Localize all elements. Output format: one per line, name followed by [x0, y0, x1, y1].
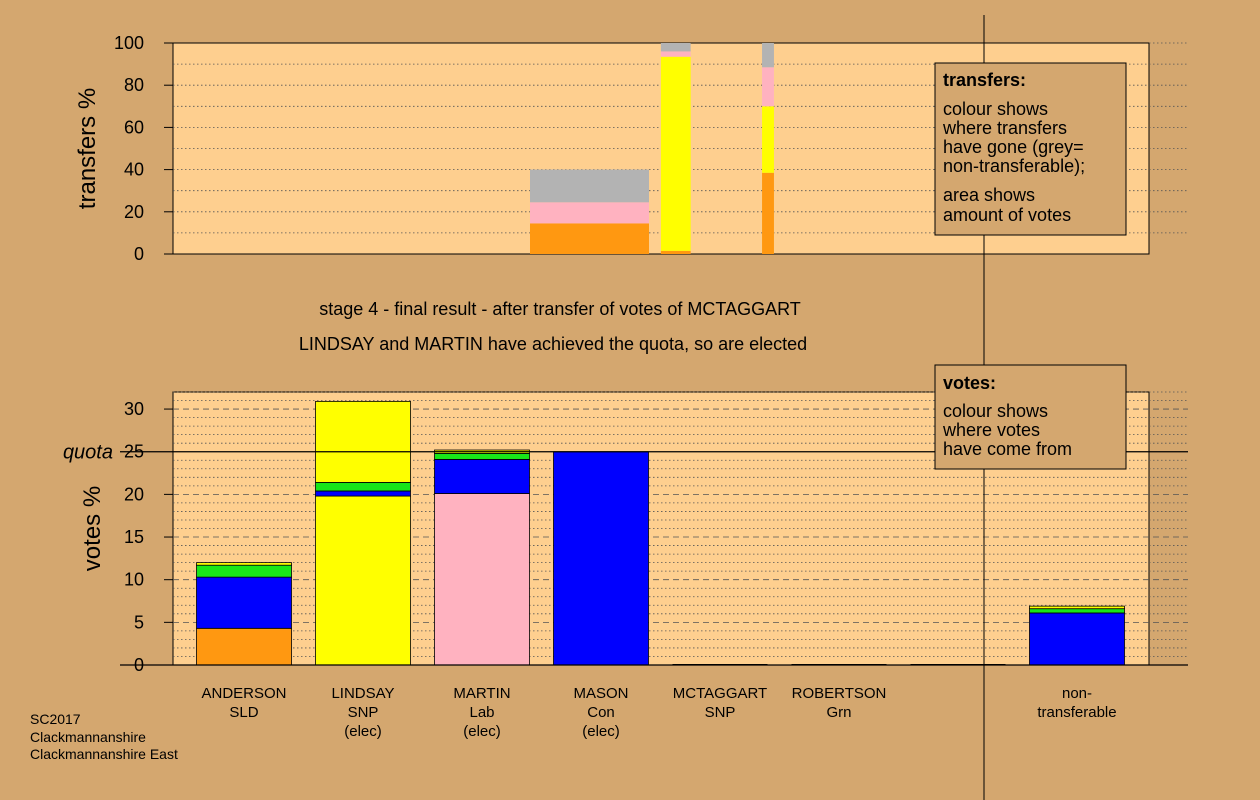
votes-bar-segment: [315, 490, 411, 497]
candidate-name-label: ROBERTSON: [792, 685, 887, 702]
votes-bar-segment: [196, 576, 292, 629]
transfers-legend: transfers: colour shows where transfers …: [934, 62, 1127, 236]
candidate-name-label: MASON: [573, 685, 628, 702]
transfers-legend-line: non-transferable);: [943, 156, 1085, 176]
footer: SC2017 Clackmannanshire Clackmannanshire…: [30, 711, 178, 762]
votes-y-tick-label: 20: [124, 484, 144, 504]
votes-legend-box: [934, 364, 1127, 470]
candidate-name-label: MARTIN: [453, 685, 510, 702]
votes-y-tick-label: 30: [124, 399, 144, 419]
candidate-name-label: MCTAGGART: [673, 685, 767, 702]
votes-bar-segment: [315, 482, 411, 492]
candidate-party-label: Grn: [826, 704, 851, 721]
transfers-bar-segment: [660, 51, 691, 57]
transfers-legend-box: [934, 62, 1127, 236]
votes-legend: votes: colour shows where votes have com…: [934, 364, 1127, 470]
transfers-legend-line: area shows: [943, 185, 1035, 205]
transfers-bar-segment: [762, 43, 774, 68]
votes-bar-segment: [315, 400, 411, 483]
votes-legend-line: have come from: [943, 439, 1072, 459]
transfers-y-tick-label: 100: [114, 33, 144, 53]
votes-bar-segment: [434, 493, 530, 666]
transfers-bar-segment: [530, 169, 649, 203]
candidate-status-label: (elec): [344, 723, 382, 740]
transfers-bar-segment: [762, 67, 774, 107]
candidate-party-label: SNP: [348, 704, 379, 721]
votes-bar-segment: [196, 562, 292, 566]
candidate-status-label: (elec): [582, 723, 620, 740]
votes-bar-segment: [1029, 608, 1125, 614]
candidate-party-label: Lab: [469, 704, 494, 721]
stage-heading: stage 4 - final result - after transfer …: [319, 299, 801, 319]
footer-council: Clackmannanshire: [30, 729, 146, 745]
votes-y-tick-label: 25: [124, 442, 144, 462]
transfers-bar-segment: [530, 202, 649, 224]
transfers-legend-line: where transfers: [942, 118, 1067, 138]
transfers-legend-line: have gone (grey=: [943, 137, 1084, 157]
transfers-bar-segment: [660, 250, 691, 254]
candidate-name-label: ANDERSON: [201, 685, 286, 702]
votes-y-tick-label: 0: [134, 655, 144, 675]
candidate-party-label: Con: [587, 704, 615, 721]
transfers-legend-line: amount of votes: [943, 205, 1071, 225]
candidate-party-label: transferable: [1037, 704, 1116, 721]
candidate-status-label: (elec): [463, 723, 501, 740]
transfers-bar-segment: [530, 223, 649, 254]
footer-election: SC2017: [30, 711, 81, 727]
candidate-party-label: SLD: [229, 704, 258, 721]
votes-legend-title: votes:: [943, 373, 996, 393]
transfers-y-tick-label: 20: [124, 202, 144, 222]
votes-legend-line: where votes: [942, 420, 1040, 440]
votes-legend-line: colour shows: [943, 401, 1048, 421]
transfers-bar-segment: [762, 106, 774, 173]
quota-label: quota: [63, 442, 113, 464]
candidate-name-label: LINDSAY: [331, 685, 394, 702]
transfers-bar-segment: [660, 56, 691, 251]
votes-bar-segment: [1029, 605, 1125, 610]
votes-y-axis-label: votes %: [79, 486, 106, 571]
transfers-bar-segment: [762, 172, 774, 254]
transfers-y-tick-label: 40: [124, 160, 144, 180]
votes-bar-segment: [434, 458, 530, 494]
votes-bar-segment: [553, 451, 649, 666]
votes-bar-segment: [1029, 612, 1125, 666]
votes-bar-segment: [434, 453, 530, 460]
votes-bar-segment: [196, 627, 292, 666]
transfers-y-tick-label: 60: [124, 117, 144, 137]
transfers-legend-title: transfers:: [943, 70, 1026, 90]
votes-y-tick-label: 15: [124, 527, 144, 547]
candidate-name-label: non-: [1062, 685, 1092, 702]
transfers-bar-segment: [660, 43, 691, 52]
transfers-y-axis-label: transfers %: [74, 88, 101, 209]
candidate-party-label: SNP: [705, 704, 736, 721]
votes-y-tick-label: 5: [134, 612, 144, 632]
transfers-y-tick-label: 80: [124, 75, 144, 95]
footer-ward: Clackmannanshire East: [30, 746, 178, 762]
elected-heading: LINDSAY and MARTIN have achieved the quo…: [299, 334, 807, 354]
votes-bar-segment: [196, 564, 292, 578]
transfers-legend-line: colour shows: [943, 99, 1048, 119]
votes-bar-segment: [315, 495, 411, 666]
votes-y-tick-label: 10: [124, 570, 144, 590]
votes-panel: quota 0 5 10 15 20 25 30 votes % ANDERSON SLD LINDS…: [63, 391, 1188, 740]
transfers-y-tick-label: 0: [134, 244, 144, 264]
